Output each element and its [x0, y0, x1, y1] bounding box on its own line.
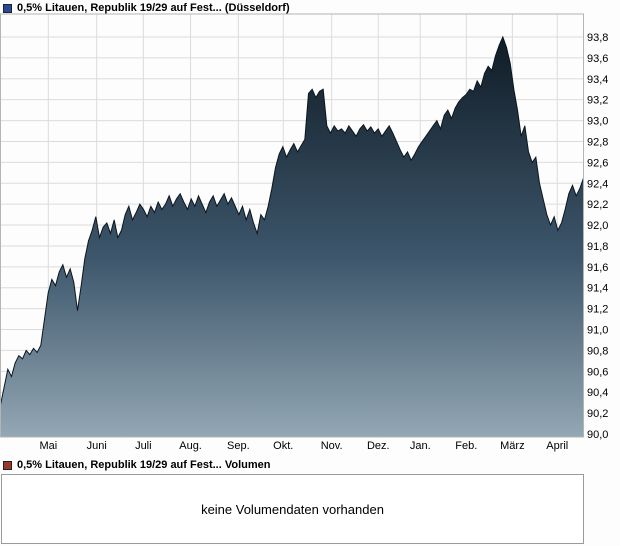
volume-panel: keine Volumendaten vorhanden [1, 474, 584, 544]
svg-text:91,6: 91,6 [587, 262, 608, 274]
svg-text:Nov.: Nov. [321, 440, 343, 452]
svg-text:Aug.: Aug. [179, 440, 202, 452]
price-legend: 0,5% Litauen, Republik 19/29 auf Fest...… [0, 1, 290, 15]
volume-legend: 0,5% Litauen, Republik 19/29 auf Fest...… [0, 458, 270, 472]
svg-text:92,8: 92,8 [587, 136, 608, 148]
svg-text:Feb.: Feb. [455, 440, 477, 452]
volume-legend-swatch-icon [3, 460, 12, 470]
svg-text:90,0: 90,0 [587, 429, 608, 441]
svg-text:92,0: 92,0 [587, 220, 608, 232]
svg-text:90,2: 90,2 [587, 408, 608, 420]
svg-text:91,0: 91,0 [587, 325, 608, 337]
price-chart: 90,0 90,2 90,4 90,6 90,8 91,0 91,2 91,4 91,6 91,8… [0, 13, 608, 452]
price-legend-label: 0,5% Litauen, Republik 19/29 auf Fest...… [17, 2, 290, 14]
svg-text:93,6: 93,6 [587, 53, 608, 65]
svg-text:90,6: 90,6 [587, 366, 608, 378]
svg-text:Jan.: Jan. [410, 440, 431, 452]
plot-border [0, 13, 584, 438]
svg-text:Juni: Juni [87, 440, 107, 452]
axis-labels: 90,0 90,2 90,4 90,6 90,8 91,0 91,2 91,4 91,6 91,8… [39, 32, 608, 452]
svg-text:90,8: 90,8 [587, 345, 608, 357]
svg-text:92,2: 92,2 [587, 199, 608, 211]
svg-text:91,2: 91,2 [587, 304, 608, 316]
no-volume-message: keine Volumendaten vorhanden [201, 501, 384, 517]
svg-text:93,4: 93,4 [587, 74, 608, 86]
price-area-series [0, 35, 584, 437]
svg-text:Juli: Juli [135, 440, 152, 452]
svg-text:92,6: 92,6 [587, 157, 608, 169]
svg-text:Mai: Mai [39, 440, 57, 452]
svg-text:März: März [500, 440, 524, 452]
svg-text:90,4: 90,4 [587, 387, 608, 399]
svg-text:91,8: 91,8 [587, 241, 608, 253]
svg-text:91,4: 91,4 [587, 283, 608, 295]
svg-text:93,0: 93,0 [587, 116, 608, 128]
volume-legend-label: 0,5% Litauen, Republik 19/29 auf Fest...… [17, 459, 271, 471]
price-legend-swatch-icon [3, 3, 12, 13]
svg-text:92,4: 92,4 [587, 178, 608, 190]
svg-text:93,2: 93,2 [587, 95, 608, 107]
svg-text:Dez.: Dez. [367, 440, 390, 452]
svg-text:April: April [546, 440, 568, 452]
svg-text:Okt.: Okt. [273, 440, 293, 452]
svg-text:93,8: 93,8 [587, 32, 608, 44]
svg-text:Sep.: Sep. [227, 440, 250, 452]
